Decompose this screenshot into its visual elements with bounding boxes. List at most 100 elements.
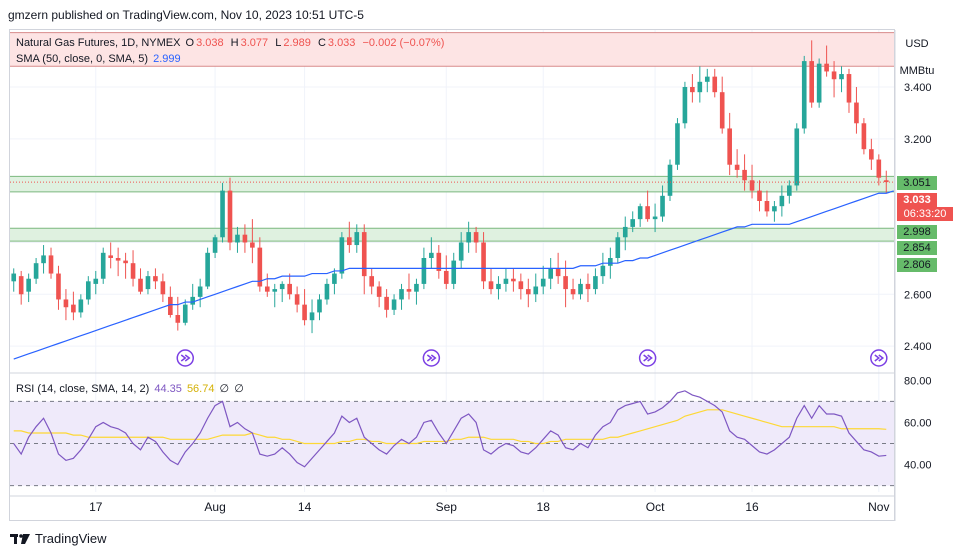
candle-body-117[interactable]	[883, 180, 889, 183]
candle-body-76[interactable]	[578, 283, 583, 295]
candle-body-42[interactable]	[324, 283, 330, 300]
candle-body-52[interactable]	[399, 289, 404, 300]
candle-body-4[interactable]	[41, 255, 46, 264]
candle-body-61[interactable]	[466, 232, 471, 243]
candle-body-106[interactable]	[801, 61, 807, 129]
candle-body-63[interactable]	[481, 242, 486, 282]
candle-body-55[interactable]	[421, 258, 427, 284]
candle-body-59[interactable]	[451, 260, 457, 284]
candle-body-14[interactable]	[115, 258, 121, 261]
candle-body-22[interactable]	[175, 315, 181, 323]
candle-body-108[interactable]	[816, 63, 822, 103]
candle-body-30[interactable]	[235, 234, 240, 243]
candle-body-57[interactable]	[436, 252, 442, 271]
candle-body-37[interactable]	[287, 283, 292, 295]
candle-body-33[interactable]	[257, 247, 263, 287]
candle-body-91[interactable]	[690, 87, 695, 93]
candle-body-103[interactable]	[779, 195, 785, 207]
candle-body-75[interactable]	[570, 289, 576, 295]
candle-body-110[interactable]	[831, 71, 837, 80]
candle-body-36[interactable]	[279, 283, 285, 290]
candle-body-12[interactable]	[100, 252, 106, 279]
candle-body-35[interactable]	[272, 289, 278, 292]
candle-body-1[interactable]	[18, 276, 24, 295]
candle-body-15[interactable]	[123, 260, 128, 264]
candle-body-83[interactable]	[630, 219, 636, 227]
candle-body-49[interactable]	[376, 286, 382, 297]
candle-body-99[interactable]	[749, 180, 755, 191]
candle-body-0[interactable]	[11, 273, 17, 282]
candle-body-64[interactable]	[488, 281, 494, 290]
candle-body-66[interactable]	[503, 278, 509, 284]
candle-body-47[interactable]	[361, 232, 367, 277]
candle-body-77[interactable]	[585, 283, 591, 290]
candle-body-102[interactable]	[772, 206, 777, 212]
candle-body-28[interactable]	[220, 190, 225, 238]
candle-body-3[interactable]	[33, 263, 39, 279]
candle-body-84[interactable]	[637, 206, 643, 220]
candle-body-97[interactable]	[734, 164, 740, 170]
candle-body-11[interactable]	[93, 278, 99, 284]
candle-body-89[interactable]	[675, 123, 680, 165]
candle-body-67[interactable]	[511, 278, 516, 282]
candle-body-46[interactable]	[354, 232, 360, 246]
candle-body-78[interactable]	[593, 276, 598, 290]
candle-body-18[interactable]	[145, 276, 151, 290]
candle-body-69[interactable]	[525, 289, 531, 295]
candle-body-111[interactable]	[839, 74, 844, 80]
candle-body-6[interactable]	[56, 273, 61, 300]
candle-body-26[interactable]	[205, 252, 210, 287]
candle-body-101[interactable]	[764, 201, 770, 212]
candle-body-53[interactable]	[406, 289, 412, 292]
candle-body-88[interactable]	[667, 164, 673, 196]
candle-body-81[interactable]	[615, 237, 621, 258]
candle-body-38[interactable]	[294, 294, 300, 305]
candle-body-62[interactable]	[473, 232, 479, 243]
candle-body-71[interactable]	[540, 278, 546, 287]
candle-body-20[interactable]	[160, 281, 166, 295]
candle-body-80[interactable]	[608, 258, 613, 266]
candle-body-107[interactable]	[809, 61, 815, 103]
candle-body-45[interactable]	[347, 237, 352, 246]
candle-body-105[interactable]	[794, 128, 800, 186]
candle-body-96[interactable]	[727, 128, 732, 165]
candle-body-44[interactable]	[339, 237, 345, 274]
candle-body-16[interactable]	[130, 263, 136, 279]
candle-body-68[interactable]	[518, 281, 524, 290]
candle-body-115[interactable]	[869, 149, 874, 160]
candle-body-90[interactable]	[682, 87, 688, 124]
candle-body-43[interactable]	[332, 273, 337, 284]
candle-body-65[interactable]	[496, 283, 501, 290]
currency-label[interactable]: USD	[905, 38, 929, 50]
candle-body-9[interactable]	[78, 299, 84, 313]
candle-body-95[interactable]	[719, 92, 725, 129]
candle-body-39[interactable]	[302, 304, 307, 321]
candle-body-23[interactable]	[182, 304, 188, 323]
candle-body-40[interactable]	[309, 312, 315, 321]
candle-body-104[interactable]	[787, 185, 792, 196]
candle-body-70[interactable]	[533, 286, 539, 295]
candle-body-13[interactable]	[108, 255, 113, 258]
candle-body-116[interactable]	[876, 159, 882, 178]
candle-body-114[interactable]	[861, 123, 867, 150]
candle-body-86[interactable]	[652, 216, 658, 220]
candle-body-34[interactable]	[264, 286, 270, 292]
candle-body-41[interactable]	[317, 299, 322, 313]
candle-body-7[interactable]	[63, 299, 69, 308]
candle-body-56[interactable]	[429, 252, 434, 258]
candle-body-54[interactable]	[414, 283, 419, 292]
candle-body-10[interactable]	[85, 281, 91, 300]
candle-body-51[interactable]	[391, 299, 397, 310]
candle-body-82[interactable]	[622, 226, 628, 238]
candle-body-32[interactable]	[250, 242, 255, 248]
candle-body-60[interactable]	[458, 242, 464, 261]
candle-body-109[interactable]	[824, 63, 829, 72]
candle-body-27[interactable]	[212, 237, 218, 253]
candle-body-92[interactable]	[697, 81, 703, 93]
candle-body-21[interactable]	[168, 296, 173, 315]
candle-body-98[interactable]	[742, 169, 747, 181]
candle-body-24[interactable]	[190, 296, 196, 305]
candle-body-2[interactable]	[26, 278, 31, 292]
candle-body-17[interactable]	[138, 278, 143, 292]
